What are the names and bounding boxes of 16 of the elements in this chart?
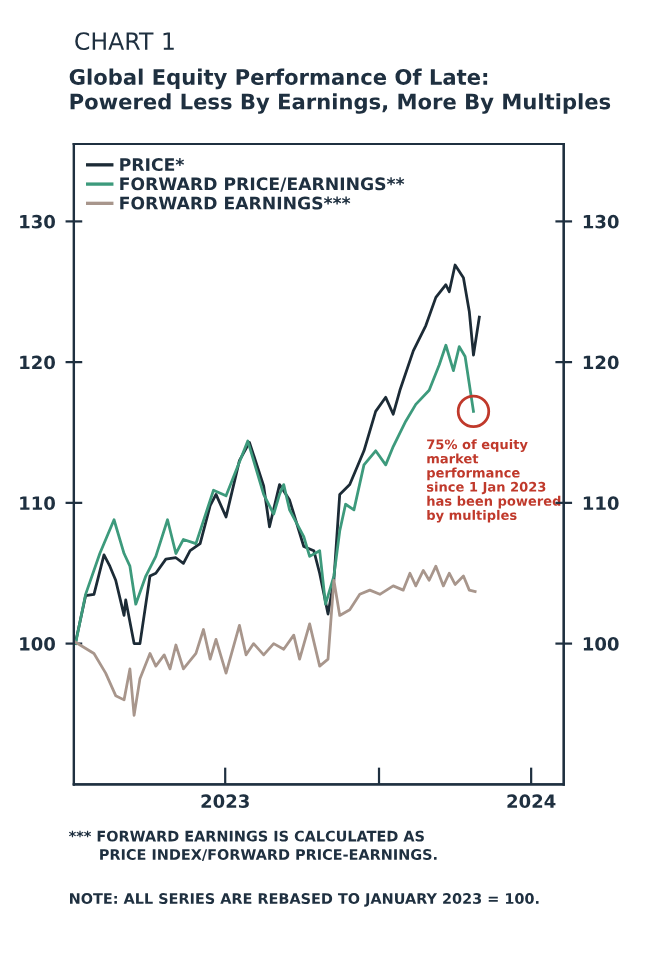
x-tick-label: 2024: [507, 794, 556, 809]
y2-tick-label: 130: [583, 214, 619, 229]
y2-tick-label: 110: [583, 496, 619, 510]
legend-label: FORWARD EARNINGS***: [120, 196, 351, 210]
y2-tick-label: 120: [583, 355, 619, 370]
legend-label: PRICE*: [120, 158, 185, 172]
y-tick-label: 120: [20, 355, 55, 370]
y-tick-label: 110: [20, 496, 55, 510]
y-tick-label: 130: [20, 214, 55, 229]
x-tick-label: 2023: [201, 794, 249, 809]
legend-label: FORWARD PRICE/EARNINGS**: [120, 177, 405, 192]
y-tick-label: 100: [20, 637, 55, 651]
chart-subtitle: CHART 1: [75, 32, 174, 51]
line-series: [74, 564, 477, 717]
chart-title: Global Equity Performance Of Late: Powered Less By Earnings, More By Multiples: [69, 68, 611, 114]
y2-tick-label: 100: [583, 637, 619, 651]
